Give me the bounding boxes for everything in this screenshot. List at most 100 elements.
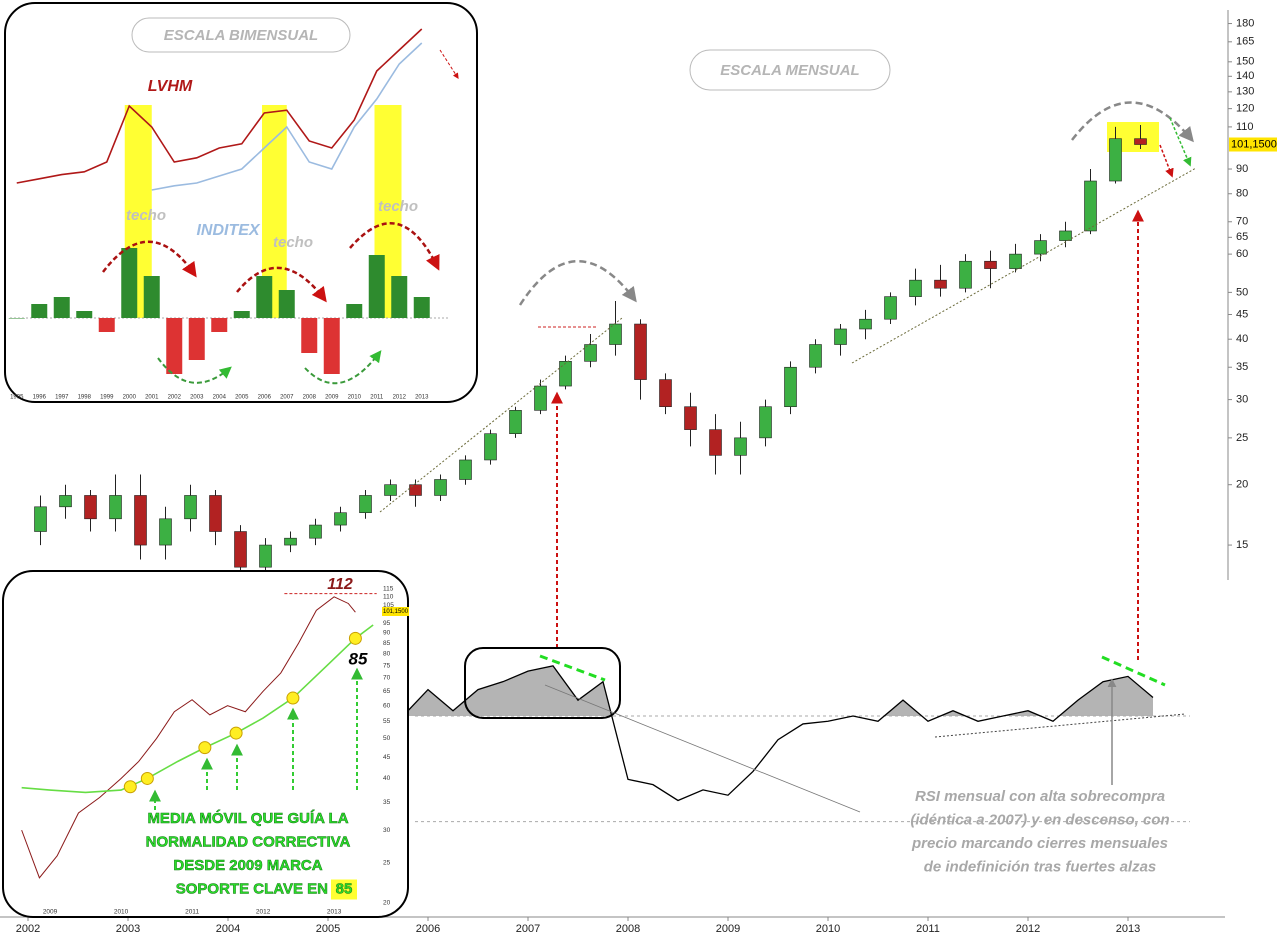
support-dot <box>229 726 243 740</box>
candle-body <box>359 495 372 514</box>
candle-body <box>234 531 247 568</box>
y-tick-label: 45 <box>1236 308 1248 320</box>
momentum-bar <box>391 276 408 318</box>
divergence-line <box>1101 655 1166 687</box>
series-label: INDITEX <box>196 222 260 239</box>
candle-body <box>284 537 297 546</box>
x-tick-label: 2009 <box>325 395 339 401</box>
momentum-bar <box>76 311 93 318</box>
x-tick-label: 2009 <box>43 909 58 916</box>
rsi-overbought-fill <box>403 665 1153 716</box>
arc-arrow <box>349 222 440 271</box>
candle-body <box>734 437 747 456</box>
candle-body <box>1009 253 1022 269</box>
annotation: techo <box>378 198 418 215</box>
candle-body <box>784 366 797 408</box>
x-tick-label: 2013 <box>1116 923 1140 935</box>
y-tick-label: 85 <box>383 640 391 647</box>
support-dot <box>348 631 362 645</box>
x-tick-label: 2007 <box>280 395 294 401</box>
candle-body <box>459 459 472 480</box>
candle-body <box>259 544 272 568</box>
y-tick-label: 35 <box>1236 361 1248 373</box>
y-tick-label: 90 <box>383 630 391 637</box>
x-tick-label: 2005 <box>235 395 249 401</box>
x-tick-label: 2004 <box>216 923 240 935</box>
y-tick-label: 15 <box>1236 539 1248 551</box>
candle-body <box>984 260 997 269</box>
momentum-bar <box>98 318 115 332</box>
momentum-bar <box>368 255 385 318</box>
inset-text: MEDIA MÓVIL QUE GUÍA LA <box>147 809 348 827</box>
candle-body <box>1084 180 1097 232</box>
candle-body <box>1134 138 1147 145</box>
x-tick-label: 2005 <box>316 923 340 935</box>
y-tick-label: 180 <box>1236 17 1254 29</box>
title-box <box>689 49 891 91</box>
x-tick-label: 2008 <box>303 395 317 401</box>
arc-arrow <box>236 266 327 303</box>
x-tick-label: 1997 <box>55 395 69 401</box>
candle-body <box>134 495 147 546</box>
momentum-bar <box>31 304 48 318</box>
price-chart: 15 20 25 30 35 40 45 50 60 65 70 80 90 110 120 130 140 15… <box>0 10 1277 935</box>
x-tick-label: 2003 <box>116 923 140 935</box>
y-tick-label: 30 <box>383 827 391 834</box>
support-dot <box>123 780 137 794</box>
arrow <box>1169 117 1192 167</box>
candle-body <box>959 260 972 289</box>
y-tick-label: 20 <box>383 900 391 907</box>
y-tick-label: 55 <box>383 718 391 725</box>
x-tick-label: 2013 <box>415 395 429 401</box>
x-tick-label: 2012 <box>393 395 407 401</box>
y-tick-label: 25 <box>1236 432 1248 444</box>
price-label: 101,1500 <box>383 609 409 615</box>
x-tick-label: 1999 <box>100 395 114 401</box>
last-price-label: 101,1500 <box>1231 138 1277 150</box>
candle-body <box>59 495 72 508</box>
support-label: 85 <box>349 650 368 669</box>
rsi-trend <box>934 713 1186 738</box>
inset-text: SOPORTE CLAVE EN <box>176 880 328 897</box>
inset-bimonthly: 1995 1996 1997 1998 1999 2000 2001 2002 2003 2004… <box>4 2 478 403</box>
momentum-bar <box>143 276 160 318</box>
candle-body <box>1034 240 1047 255</box>
y-tick-label: 30 <box>1236 393 1248 405</box>
y-tick-label: 75 <box>383 662 391 669</box>
rsi-line <box>402 665 1154 802</box>
inset-text: 85 <box>336 880 353 897</box>
annotation: techo <box>126 207 166 224</box>
momentum-bar <box>323 318 340 374</box>
y-tick-label: 150 <box>1236 56 1254 68</box>
candle-body <box>834 328 847 345</box>
candle-body <box>684 406 697 430</box>
inset-text: DESDE 2009 MARCA <box>173 857 322 874</box>
candle-body <box>609 323 622 345</box>
rsi-annotation: (idéntica a 2007) y en descenso, con <box>910 811 1169 828</box>
momentum-bar <box>121 248 138 318</box>
candle-body <box>634 323 647 380</box>
candle-body <box>659 379 672 408</box>
resistance-label: 112 <box>327 576 353 593</box>
title-box <box>131 17 351 53</box>
candle-body <box>884 296 897 320</box>
y-tick-label: 65 <box>1236 231 1248 243</box>
inset-title: ESCALA BIMENSUAL <box>164 27 318 44</box>
candle-body <box>709 429 722 456</box>
y-tick-label: 25 <box>383 860 391 867</box>
candle-body <box>934 279 947 289</box>
x-tick-label: 1996 <box>33 395 47 401</box>
rsi-panel: RSI mensual con alta sobrecompra (idéntic… <box>402 665 1190 875</box>
momentum-bar <box>413 297 430 318</box>
rsi-annotation: precio marcando cierres mensuales <box>911 835 1168 852</box>
candle-body <box>159 518 172 546</box>
candle-body <box>434 479 447 496</box>
x-tick-label: 2002 <box>168 395 182 401</box>
momentum-bar <box>188 318 205 360</box>
chart-title: ESCALA MENSUAL <box>720 62 859 79</box>
arc-arrow <box>1071 101 1194 143</box>
candle-body <box>184 495 197 520</box>
x-tick-label: 1998 <box>78 395 92 401</box>
candle-body <box>334 512 347 526</box>
